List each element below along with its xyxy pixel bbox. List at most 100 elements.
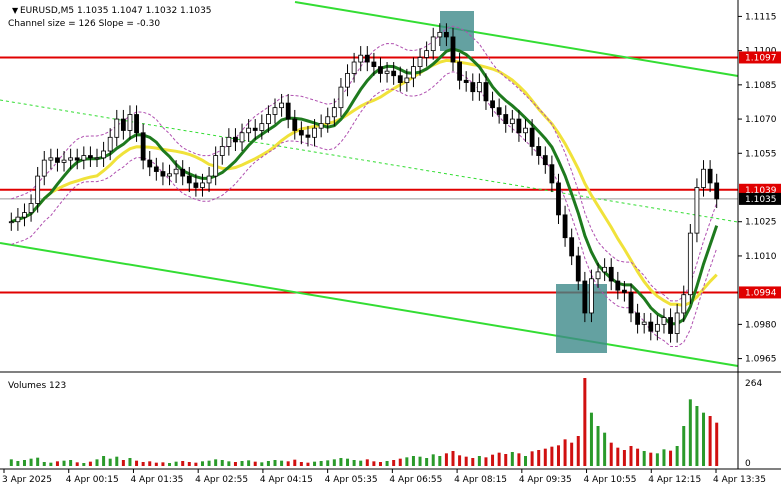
time-tick-label: 4 Apr 10:55	[584, 475, 637, 485]
volume-bar	[42, 462, 46, 466]
candle-body	[338, 86, 344, 109]
candle-body	[661, 317, 667, 325]
volume-bar	[181, 461, 185, 466]
volume-bar	[464, 456, 468, 466]
volume-bar	[273, 460, 277, 466]
volume-bar	[299, 462, 303, 466]
volume-bar	[174, 461, 178, 466]
volume-bar	[82, 463, 86, 466]
candle-body	[602, 266, 608, 273]
time-tick-label: 4 Apr 02:55	[195, 475, 248, 485]
volume-bar	[141, 462, 145, 466]
volume-bar	[451, 451, 455, 466]
volume-bar	[247, 460, 251, 466]
volume-bar	[530, 451, 534, 466]
candle-body	[285, 102, 291, 120]
level-price-box	[739, 51, 781, 64]
price-tick-label: 1.1055	[745, 149, 777, 159]
time-tick-label: 3 Apr 2025	[2, 475, 52, 485]
volume-bar	[148, 461, 152, 466]
volume-bar	[135, 460, 139, 466]
volume-bar	[695, 406, 699, 466]
candle-body	[444, 31, 449, 38]
candle-body	[358, 54, 364, 63]
candle-body	[48, 157, 54, 161]
candle-body	[371, 61, 377, 67]
channel-info: Channel size = 126 Slope = -0.30	[8, 19, 160, 29]
candle-body	[298, 130, 304, 136]
candle-body	[701, 168, 706, 188]
volume-bar	[675, 446, 679, 466]
volume-bar	[708, 416, 712, 466]
candle-body	[463, 79, 469, 83]
candle-body	[654, 323, 660, 332]
volume-bar	[517, 453, 521, 466]
candle-body	[589, 278, 594, 314]
volume-bar	[319, 461, 323, 466]
volume-bar	[537, 450, 541, 466]
volume-bars	[9, 378, 719, 466]
price-tick-label: 1.1115	[745, 12, 777, 22]
candle-body	[153, 166, 159, 172]
ma-fast-line	[10, 47, 719, 326]
candle-body	[101, 150, 106, 159]
candle-body	[239, 132, 245, 143]
volume-bar	[477, 456, 481, 466]
candle-body	[252, 127, 258, 131]
candle-body	[549, 164, 555, 184]
time-tick-label: 4 Apr 09:35	[519, 475, 572, 485]
candle-body	[411, 66, 416, 79]
volume-bar	[121, 460, 125, 466]
candle-body	[536, 146, 542, 156]
candle-body	[714, 182, 720, 200]
volume-bar	[9, 459, 13, 466]
volume-bar	[233, 462, 237, 466]
price-tick-label: 1.1085	[745, 81, 777, 91]
candle-body	[437, 31, 443, 38]
volume-bar	[194, 462, 198, 466]
volume-bar	[168, 463, 172, 466]
volume-bar	[55, 461, 59, 466]
level-price-label: 1.1097	[745, 53, 777, 63]
candle-body	[259, 123, 265, 131]
volume-bar	[378, 462, 382, 466]
candle-body	[8, 221, 14, 224]
entry-box-bottom	[556, 284, 607, 353]
candle-body	[569, 237, 575, 257]
volume-bar	[603, 432, 607, 466]
candle-body	[496, 107, 502, 115]
volume-bar	[326, 460, 330, 466]
volume-bar	[115, 456, 119, 466]
candle-body	[22, 212, 27, 218]
volume-bar	[583, 378, 587, 466]
candle-body	[641, 321, 647, 325]
volume-bar	[570, 442, 574, 466]
candle-body	[292, 118, 298, 131]
candle-body	[325, 116, 331, 125]
candle-body	[193, 182, 199, 188]
bollinger-upper-line	[11, 25, 718, 302]
channel-upper-line	[294, 1, 739, 77]
candle-body	[167, 173, 172, 177]
candle-body	[345, 73, 350, 88]
candle-body	[635, 312, 640, 325]
volume-bar	[431, 454, 435, 466]
volume-bar	[293, 459, 297, 466]
candle-body	[233, 136, 238, 143]
candle-body	[61, 159, 67, 163]
time-tick-label: 4 Apr 13:35	[713, 475, 766, 485]
candle-body	[608, 266, 614, 282]
volume-bar	[240, 461, 244, 466]
price-tick-label: 1.1010	[745, 252, 777, 262]
volume-bar	[510, 452, 514, 466]
volume-bar	[504, 454, 508, 466]
volume-bar	[220, 460, 224, 466]
volume-bar	[266, 461, 270, 466]
candle-body	[15, 216, 21, 223]
candle-body	[523, 127, 528, 134]
candle-body	[529, 127, 535, 147]
price-tick-label: 1.1070	[745, 115, 777, 125]
volume-bar	[715, 422, 719, 466]
bollinger-lower-line	[11, 71, 718, 347]
